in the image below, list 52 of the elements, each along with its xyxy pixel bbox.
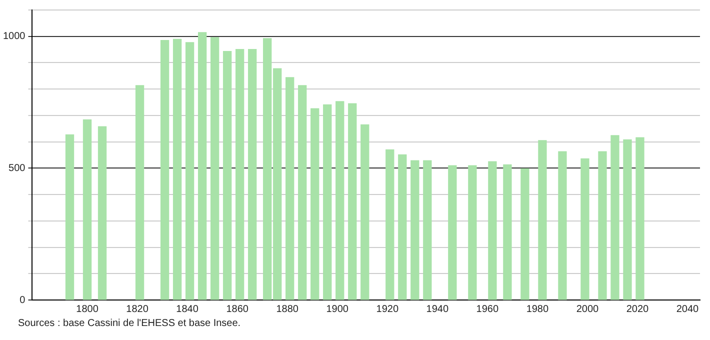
bar [488, 161, 497, 300]
bar [248, 48, 257, 300]
bar [468, 165, 477, 300]
bar [636, 137, 644, 300]
bar [336, 101, 344, 300]
bar [448, 165, 457, 300]
x-tick-label: 1860 [226, 304, 249, 315]
bar [185, 42, 194, 300]
x-tick-label: 1920 [376, 304, 399, 315]
bar [348, 103, 357, 300]
bar [323, 104, 332, 300]
x-tick-label: 2040 [676, 304, 700, 315]
x-tick-label: 1960 [476, 304, 499, 315]
bar [298, 85, 307, 300]
bar [65, 134, 74, 300]
x-tick-label: 1880 [276, 304, 299, 315]
bar [598, 151, 607, 300]
bar [160, 40, 170, 300]
bar [623, 139, 632, 300]
bar [538, 140, 547, 300]
bar [98, 126, 107, 300]
bar [423, 160, 432, 300]
bar [235, 48, 244, 300]
bar [580, 158, 590, 300]
x-tick-label: 1820 [126, 304, 149, 315]
x-tick-label: 1840 [176, 304, 199, 315]
x-tick-label: 1800 [76, 304, 99, 315]
bar [520, 168, 530, 300]
bar [222, 51, 232, 300]
bar [286, 77, 294, 300]
x-tick-label: 1980 [526, 304, 549, 315]
y-tick-label: 1000 [2, 31, 26, 42]
y-tick-label: 500 [8, 162, 26, 174]
bar [610, 135, 620, 300]
bar [82, 119, 92, 300]
bar [386, 149, 394, 300]
x-tick-label: 2000 [576, 304, 600, 315]
bar [398, 154, 407, 300]
y-tick-label: 0 [20, 294, 26, 306]
bar [360, 124, 370, 300]
bar [410, 160, 420, 300]
bar [198, 32, 207, 300]
bar [135, 85, 144, 300]
bar [310, 108, 320, 300]
bar [210, 37, 220, 300]
bar [172, 38, 182, 300]
bar [503, 164, 512, 300]
x-tick-label: 1940 [426, 304, 449, 315]
x-tick-label: 1900 [326, 304, 349, 315]
source-note: Sources : base Cassini de l'EHESS et base Insee. [18, 318, 242, 329]
x-tick-label: 2020 [626, 304, 650, 315]
bar [558, 151, 567, 300]
